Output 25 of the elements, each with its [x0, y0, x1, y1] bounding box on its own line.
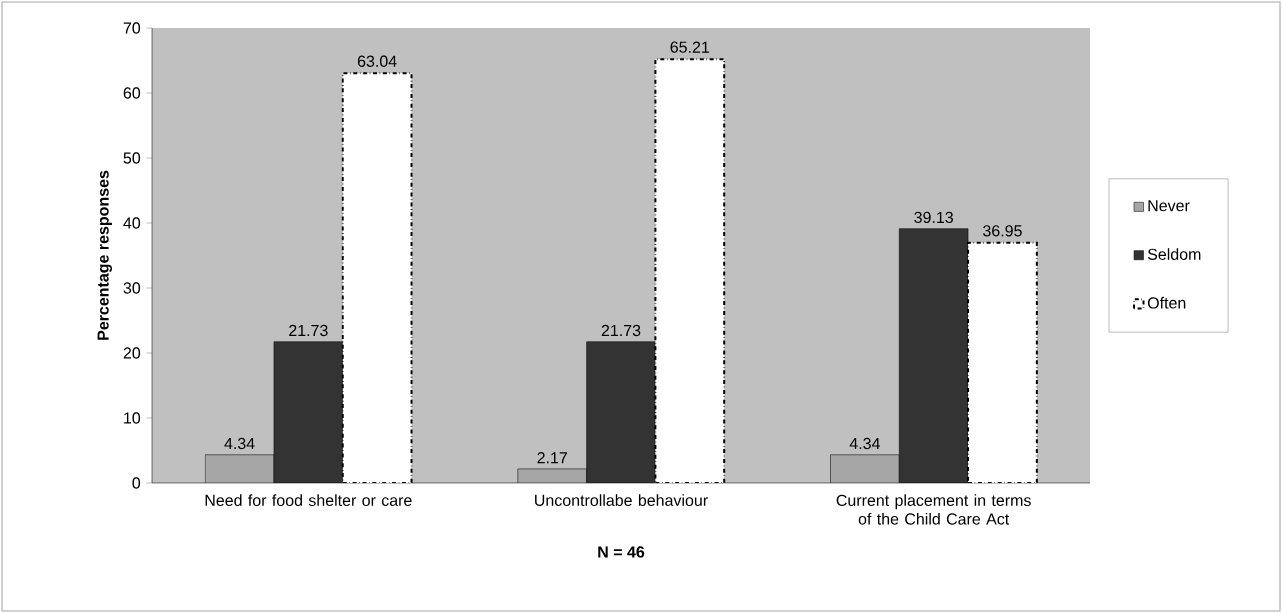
x-axis-title: N = 46: [598, 546, 645, 558]
y-tick-label: 10: [124, 412, 141, 424]
x-tick-label: Uncontrollabe behaviour: [535, 494, 708, 507]
data-label: 65.21: [670, 41, 710, 53]
y-tick-label: 0: [132, 477, 141, 489]
y-tick-label: 30: [123, 282, 141, 294]
data-label: 4.34: [849, 437, 880, 450]
legend-label: Seldom: [1147, 248, 1201, 260]
x-tick-label: Need for food shelter or care: [205, 494, 412, 507]
y-tick-label: 50: [123, 152, 141, 164]
data-label: 21.73: [289, 324, 328, 337]
x-tick-label: Current placement in terms of the Child Care Act: [836, 494, 1031, 525]
legend-label: Often: [1147, 296, 1186, 309]
y-tick-label: 70: [123, 22, 141, 34]
data-label: 36.95: [983, 225, 1022, 237]
y-tick-label: 20: [123, 347, 141, 359]
y-tick-label: 40: [123, 217, 141, 229]
data-label: 2.17: [537, 452, 567, 464]
data-label: 21.73: [601, 324, 641, 337]
data-label: 4.34: [224, 437, 255, 450]
y-axis-title: Percentage responses: [97, 170, 112, 340]
legend-label: Never: [1148, 200, 1190, 212]
y-tick-label: 60: [123, 87, 141, 99]
data-label: 39.13: [914, 211, 953, 224]
data-label: 63.04: [357, 55, 397, 67]
